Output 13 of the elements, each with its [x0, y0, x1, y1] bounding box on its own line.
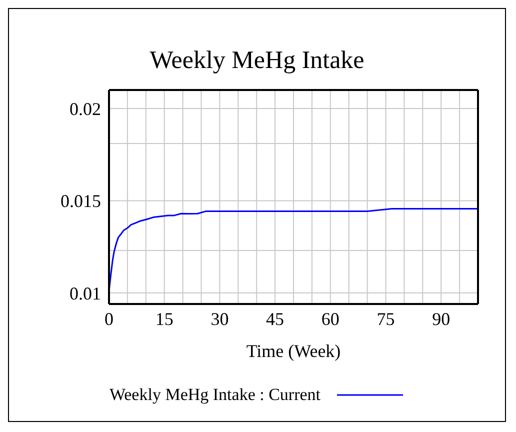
x-axis-title: Time (Week)	[246, 341, 341, 361]
x-tick-label: 15	[155, 308, 174, 329]
x-tick-label: 30	[210, 308, 229, 329]
x-tick-label: 45	[266, 308, 284, 329]
y-tick-label: 0.02	[70, 98, 101, 119]
x-tick-label: 75	[376, 308, 395, 329]
legend-label: Weekly MeHg Intake : Current	[109, 385, 321, 405]
x-tick-label: 60	[321, 308, 340, 329]
chart-title: Weekly MeHg Intake	[148, 46, 366, 76]
y-tick-label: 0.01	[70, 283, 101, 304]
y-tick-label: 0.015	[60, 191, 101, 212]
x-tick-label: 0	[104, 308, 114, 329]
x-tick-label: 90	[432, 308, 450, 329]
